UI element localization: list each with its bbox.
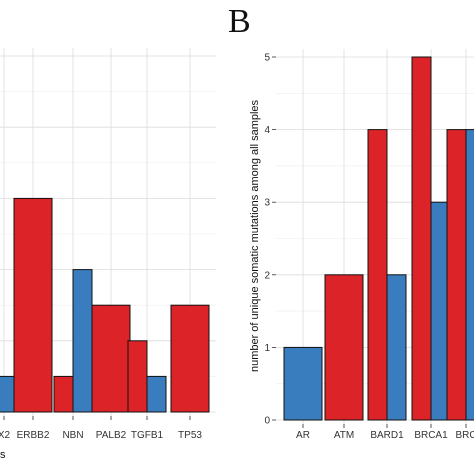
x-tick-label-nbn: NBN: [62, 430, 83, 441]
bar-bard1-red: [367, 129, 388, 421]
x-tick-label-bard1: BARD1: [370, 430, 404, 441]
right-y-axis-title: number of unique somatic mutations among…: [249, 99, 261, 372]
bar-brc-red: [446, 129, 467, 421]
bar-brca1-red: [411, 56, 432, 421]
x-tick-label-ar: AR: [296, 430, 310, 441]
y-tick-label-0: 0: [264, 416, 270, 427]
bar-brc-blue: [465, 129, 474, 421]
left-bars: [0, 197, 210, 413]
bar-tgfb1-red: [127, 340, 148, 413]
y-tick-label-1: 1: [264, 343, 270, 354]
bar-ar-blue: [283, 346, 323, 421]
y-tick-label-5: 5: [264, 53, 270, 64]
bar-tp53-red: [170, 304, 210, 413]
bar-nbn-blue: [72, 269, 93, 413]
x-tick-label-brca1: BRCA1: [414, 430, 448, 441]
right-y-tick-labels: 0 1 2 3 4 5: [264, 53, 276, 427]
right-bars: [283, 56, 474, 421]
bar-atm-red: [324, 274, 364, 421]
right-x-tick-labels: AR ATM BARD1 BRCA1 BRC: [296, 424, 474, 441]
bar-nbn-red: [53, 375, 74, 413]
x-tick-label-tgfb1: TGFB1: [131, 430, 164, 441]
x-tick-label-atm: ATM: [334, 430, 354, 441]
x-tick-label-brc: BRC: [455, 430, 474, 441]
x-tick-label-x2: X2: [0, 430, 11, 441]
y-tick-label-3: 3: [264, 198, 270, 209]
x-tick-label-palb2: PALB2: [96, 430, 127, 441]
bar-tgfb1-blue: [146, 375, 167, 413]
left-x-tick-labels: X2 ERBB2 NBN PALB2 TGFB1 TP53: [0, 416, 202, 441]
panel-letter-b: B: [228, 3, 251, 40]
x-tick-label-erbb2: ERBB2: [17, 430, 50, 441]
right-chart-panel: B 0 1 2 3 4 5 AR ATM BARD1 BRCA1 BRC number of un…: [228, 3, 474, 441]
x-tick-label-tp53: TP53: [178, 430, 202, 441]
y-tick-label-2: 2: [264, 270, 270, 281]
left-chart-panel: X2 ERBB2 NBN PALB2 TGFB1 TP53 s: [0, 48, 216, 461]
left-x-axis-title: s: [0, 449, 6, 461]
y-tick-label-4: 4: [264, 125, 270, 136]
bar-palb2-red: [91, 304, 131, 413]
bar-bard1-blue: [386, 274, 407, 421]
bar-erbb2-red: [13, 197, 53, 413]
